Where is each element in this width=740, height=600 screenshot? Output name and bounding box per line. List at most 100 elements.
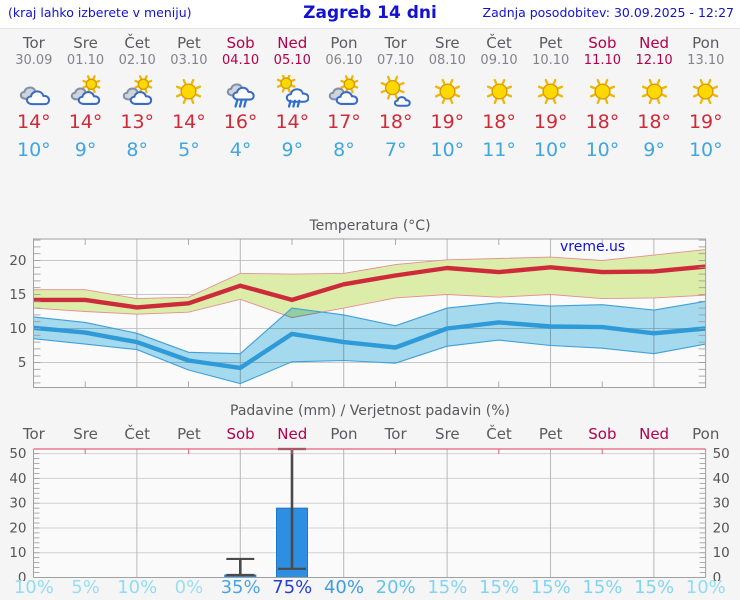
- weather-icon-rain: [226, 82, 255, 108]
- weather-icons-row: [0, 73, 740, 109]
- high-temp-value: 18°: [378, 111, 413, 133]
- temp-y-tick-label: 10: [9, 321, 26, 337]
- temperature-chart: 5 10 15 20: [9, 238, 707, 388]
- icon-cell: [163, 73, 215, 109]
- weather-icon-sun-cloud: [122, 74, 153, 105]
- temp-y-tick-label: 5: [18, 355, 27, 371]
- precip-day-name: Tor: [22, 425, 45, 443]
- precip-day-name: Pon: [692, 425, 720, 443]
- day-cell: Ned 05.10: [266, 34, 318, 68]
- low-temp-value: 10°: [688, 139, 723, 161]
- precip-probability-value: 75%: [272, 577, 313, 598]
- high-temp-value: 13°: [120, 111, 155, 133]
- high-temp-value: 19°: [533, 111, 568, 133]
- precip-y-tick-label-left: 20: [9, 520, 26, 536]
- precipitation-chart: 0 0 10 10 20 20 30 30 40 40 50 50: [9, 447, 730, 581]
- icon-cell: [266, 73, 318, 109]
- low-temp-value: 8°: [126, 139, 149, 161]
- low-temp-value: 10°: [585, 139, 620, 161]
- day-name: Ned: [277, 34, 308, 52]
- day-name: Tor: [384, 34, 407, 52]
- temperature-chart-title: Temperatura (°C): [309, 218, 431, 234]
- weather-icon-sun: [589, 78, 616, 104]
- precip-y-tick-label-right: 30: [713, 496, 730, 512]
- low-temp-value: 10°: [17, 139, 51, 161]
- icon-cell: [111, 73, 163, 109]
- temp-y-tick-label: 20: [9, 253, 26, 269]
- day-date: 02.10: [118, 53, 156, 68]
- precip-day-name: Tor: [384, 425, 407, 443]
- icon-cell: [680, 73, 732, 109]
- high-temp-value: 18°: [637, 111, 671, 133]
- day-name: Čet: [124, 34, 151, 52]
- icon-cell: [473, 73, 525, 109]
- day-name: Sre: [435, 34, 460, 52]
- precip-probability-value: 35%: [220, 577, 261, 598]
- precip-y-tick-label-right: 0: [713, 570, 722, 581]
- header-bar: (kraj lahko izberete v meniju) Zagreb 14…: [0, 0, 740, 29]
- precip-day-name: Sob: [226, 425, 255, 443]
- last-update-text: Zadnja posodobitev: 30.09.2025 - 12:27: [482, 5, 734, 20]
- low-temp-value: 8°: [333, 139, 355, 161]
- day-name: Pet: [177, 34, 201, 52]
- precip-y-tick-label-left: 30: [9, 496, 26, 512]
- precip-probability-value: 15%: [582, 577, 623, 598]
- day-cell: Tor 07.10: [370, 34, 422, 68]
- day-cell: Pet 10.10: [525, 34, 577, 68]
- precip-y-tick-label-left: 40: [9, 471, 26, 487]
- precipitation-chart-title: Padavine (mm) / Verjetnost padavin (%): [230, 403, 510, 419]
- precip-probability-value: 15%: [427, 577, 468, 598]
- precip-day-name: Pon: [330, 425, 358, 443]
- high-temp-value: 17°: [327, 111, 361, 133]
- day-date: 09.10: [480, 53, 518, 68]
- day-name: Tor: [22, 34, 45, 52]
- low-temp-value: 9°: [643, 139, 665, 161]
- low-temp-value: 7°: [384, 139, 407, 161]
- precip-day-name: Ned: [277, 425, 308, 443]
- weather-icon-sun: [434, 78, 460, 104]
- icon-cell: [577, 73, 629, 109]
- precip-y-tick-label-left: 10: [9, 545, 26, 561]
- icon-cell: [370, 73, 422, 109]
- day-name: Sob: [588, 34, 617, 52]
- high-temp-value: 18°: [482, 111, 516, 133]
- weather-icon-sun-cloud: [70, 74, 101, 105]
- weather-icon-sun: [538, 78, 564, 104]
- weather-icon-sun: [486, 78, 512, 104]
- day-date: 11.10: [583, 53, 622, 68]
- day-cell: Pon 06.10: [318, 34, 370, 68]
- vreme-watermark-link[interactable]: vreme.us: [560, 239, 626, 255]
- precip-probability-value: 15%: [634, 577, 675, 598]
- day-name: Ned: [639, 34, 670, 52]
- icon-cell: [215, 73, 267, 109]
- precip-probability-value: 10%: [685, 577, 726, 598]
- page-title: Zagreb 14 dni: [303, 3, 437, 23]
- day-cell: Sre 01.10: [60, 34, 112, 68]
- menu-hint-text: (kraj lahko izberete v meniju): [8, 5, 192, 20]
- day-name: Sob: [226, 34, 255, 52]
- weather-icon-sun-cloud-rain: [276, 74, 309, 108]
- icon-cell: [318, 73, 370, 109]
- day-date: 03.10: [170, 53, 208, 68]
- precip-y-tick-label-left: 50: [9, 447, 26, 462]
- low-temp-value: 9°: [74, 139, 97, 161]
- precip-probability-value: 0%: [174, 577, 204, 598]
- day-name: Pon: [330, 34, 358, 52]
- day-cell: Pet 03.10: [163, 34, 215, 68]
- day-date: 05.10: [273, 53, 311, 68]
- day-date: 10.10: [532, 53, 570, 68]
- high-temp-value: 16°: [223, 111, 258, 133]
- day-cell: Sob 11.10: [577, 34, 629, 68]
- precip-probability-value: 20%: [375, 577, 416, 598]
- high-temps-row: 14° 14° 13° 14° 16° 14° 17° 18° 19° 18° 19° 18° 18° 1…: [0, 111, 740, 133]
- precip-day-name: Sre: [435, 425, 460, 443]
- precip-day-name: Sob: [588, 425, 617, 443]
- weather-icon-cloudy: [20, 85, 51, 105]
- high-temp-value: 14°: [275, 111, 310, 133]
- day-cell: Sob 04.10: [215, 34, 267, 68]
- day-date: 12.10: [635, 53, 673, 68]
- weather-icon-sun-small-cloud: [380, 75, 411, 107]
- precip-day-name: Pet: [177, 425, 201, 443]
- day-date: 08.10: [428, 53, 466, 68]
